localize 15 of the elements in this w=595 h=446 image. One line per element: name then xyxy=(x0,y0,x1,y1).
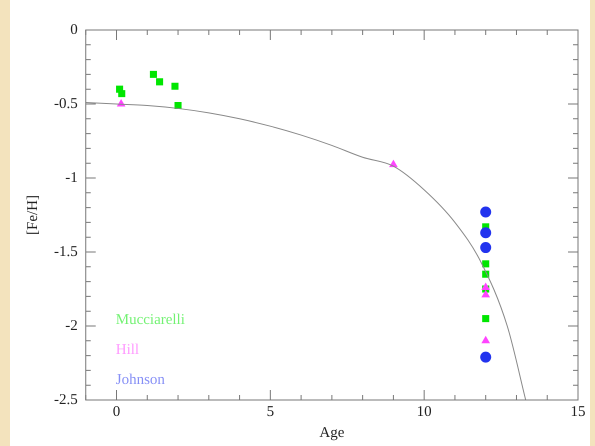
x-tick-label: 0 xyxy=(112,404,120,420)
y-tick-label: -0.5 xyxy=(54,96,78,112)
y-tick-label: -2.5 xyxy=(54,392,78,408)
x-tick-label: 5 xyxy=(266,404,274,420)
text: Mucciarelli xyxy=(116,312,185,328)
y-tick-label: -1 xyxy=(65,170,78,186)
y-tick-label: 0 xyxy=(70,22,78,38)
y-axis-title: [Fe/H] xyxy=(24,195,41,235)
text: Johnson xyxy=(116,372,166,388)
x-axis-title: Age xyxy=(319,424,345,441)
y-tick-label: -1.5 xyxy=(54,244,78,260)
x-tick-label: 15 xyxy=(570,404,586,420)
x-tick-label: 10 xyxy=(416,404,432,420)
y-tick-label: -2 xyxy=(65,318,78,334)
text: Hill xyxy=(116,342,140,358)
